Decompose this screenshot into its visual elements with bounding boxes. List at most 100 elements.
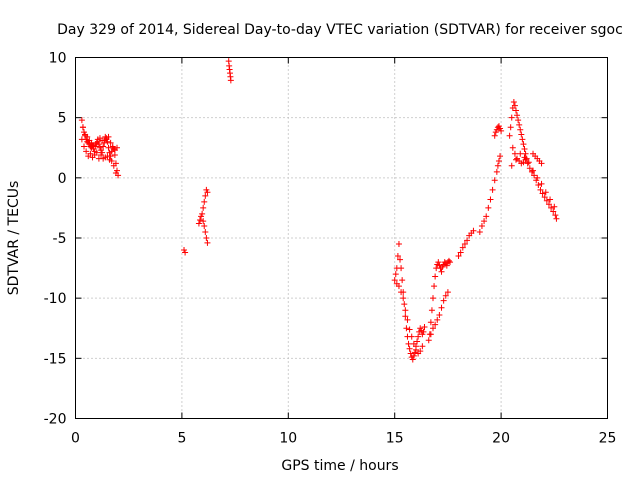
data-point [495,157,502,164]
data-point [528,168,535,175]
data-point [200,204,207,211]
data-point [483,213,490,220]
data-point [432,273,439,280]
data-point [551,203,558,210]
data-point [507,124,514,131]
data-points [78,58,560,363]
data-point [436,312,443,319]
data-point [512,107,519,114]
data-point [84,133,91,140]
data-point [410,352,417,359]
data-point [534,174,541,181]
data-point [81,143,88,150]
data-point [515,117,522,124]
data-point [489,186,496,193]
data-point [520,141,527,148]
y-tick-label: -15 [44,351,67,367]
y-tick-label: -10 [44,291,67,307]
data-point [464,237,471,244]
data-point [406,345,413,352]
data-point [420,328,427,335]
grid [75,57,608,419]
data-point [432,321,439,328]
data-point [112,170,119,177]
data-point [202,192,209,199]
x-axis-label: GPS time / hours [281,458,398,474]
y-tick-label: 0 [58,171,67,187]
data-point [493,168,500,175]
data-point [93,149,100,156]
data-point [444,289,451,296]
data-point [394,253,401,260]
data-point [421,324,428,331]
x-tick-label: 10 [279,431,297,447]
data-point [415,333,422,340]
data-point [518,131,525,138]
data-point [470,227,477,234]
data-point [516,121,523,128]
data-point [199,210,206,217]
data-point [201,222,208,229]
data-point [491,177,498,184]
data-point [414,338,421,345]
data-point [521,154,528,161]
data-point [110,162,117,169]
axis-ticks: 0 5 10 15 20 25 -20 -15 -10 -5 0 5 10 [44,51,617,447]
data-point [476,228,483,235]
data-point [107,139,114,146]
chart-title: Day 329 of 2014, Sidereal Day-to-day VTE… [57,22,623,38]
data-point [428,307,435,314]
data-point [530,167,537,174]
data-point [101,139,108,146]
data-point [522,150,529,157]
data-point [87,150,94,157]
data-point [427,331,434,338]
data-point [402,307,409,314]
data-point [431,283,438,290]
data-point [196,216,203,223]
data-point [506,132,513,139]
data-point [512,156,519,163]
data-point [78,136,85,143]
data-point [447,259,454,266]
data-point [427,319,434,326]
data-point [459,244,466,251]
data-point [531,172,538,179]
data-point [395,241,402,248]
data-point [521,145,528,152]
data-point [79,124,86,131]
data-point [417,348,424,355]
data-point [202,228,209,235]
x-tick-label: 15 [386,431,404,447]
data-point [548,204,555,211]
data-point [498,127,505,134]
data-point [478,222,485,229]
data-point [538,160,545,167]
data-point [83,148,90,155]
data-point [443,262,450,269]
data-point [405,340,412,347]
data-point [104,153,111,160]
y-tick-label: 5 [58,111,67,127]
data-point [542,189,549,196]
data-point [403,325,410,332]
data-point [201,198,208,205]
data-point [510,99,517,106]
data-point [550,208,557,215]
x-tick-label: 0 [71,431,80,447]
data-point [517,126,524,133]
x-tick-label: 20 [492,431,510,447]
data-point [519,136,526,143]
data-point [438,304,445,311]
data-point [425,337,432,344]
data-point [402,313,409,320]
data-point [108,157,115,164]
data-point [461,241,468,248]
data-point [391,277,398,284]
data-point [92,141,99,148]
data-point [511,102,518,109]
data-point [524,160,531,167]
data-point [398,289,405,296]
data-point [98,151,105,158]
